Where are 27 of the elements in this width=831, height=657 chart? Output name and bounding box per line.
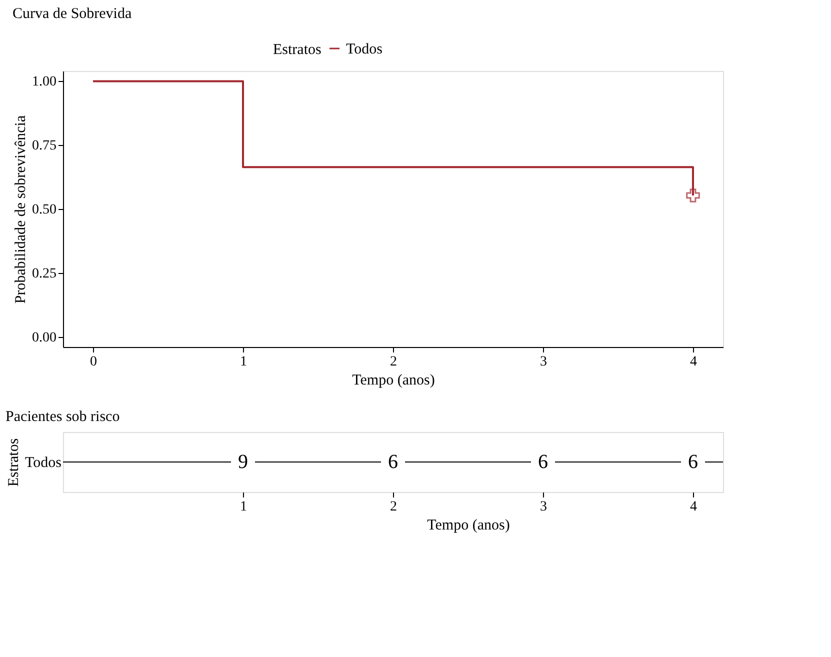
y-tick-label: 0.00 [32, 330, 56, 346]
y-tick-label: 0.50 [32, 202, 56, 218]
x-tick-label: 3 [540, 500, 547, 514]
chart-title: Curva de Sobrevida [12, 6, 132, 22]
data-label: 6 [688, 451, 698, 473]
x-tick-label: 1 [240, 354, 247, 370]
x-tick-label: 2 [390, 354, 397, 370]
y-axis-title: Probabilidade de sobrevivência [13, 115, 29, 304]
y-tick-label: 0.75 [32, 138, 56, 154]
x-tick-label: 3 [540, 354, 547, 370]
x-axis-title: Tempo (anos) [427, 518, 510, 534]
chart-title: Pacientes sob risco [6, 409, 120, 425]
x-tick-label: 0 [90, 354, 97, 370]
y-tick-label: 0.25 [32, 266, 56, 282]
legend-label: Todos [346, 42, 383, 58]
y-tick-label: 1.00 [32, 74, 56, 90]
x-tick-label: 2 [390, 500, 397, 514]
y-axis-title: Estratos [6, 438, 22, 487]
x-tick-label: 4 [690, 354, 697, 370]
x-tick-label: 1 [240, 500, 247, 514]
y-tick-label: Todos [25, 455, 62, 471]
data-label: 6 [538, 451, 548, 473]
x-tick-label: 4 [690, 500, 697, 514]
x-axis-title: Tempo (anos) [352, 372, 435, 388]
data-label: 9 [238, 451, 248, 473]
legend-title: Estratos [273, 42, 322, 58]
data-label: 6 [388, 451, 398, 473]
